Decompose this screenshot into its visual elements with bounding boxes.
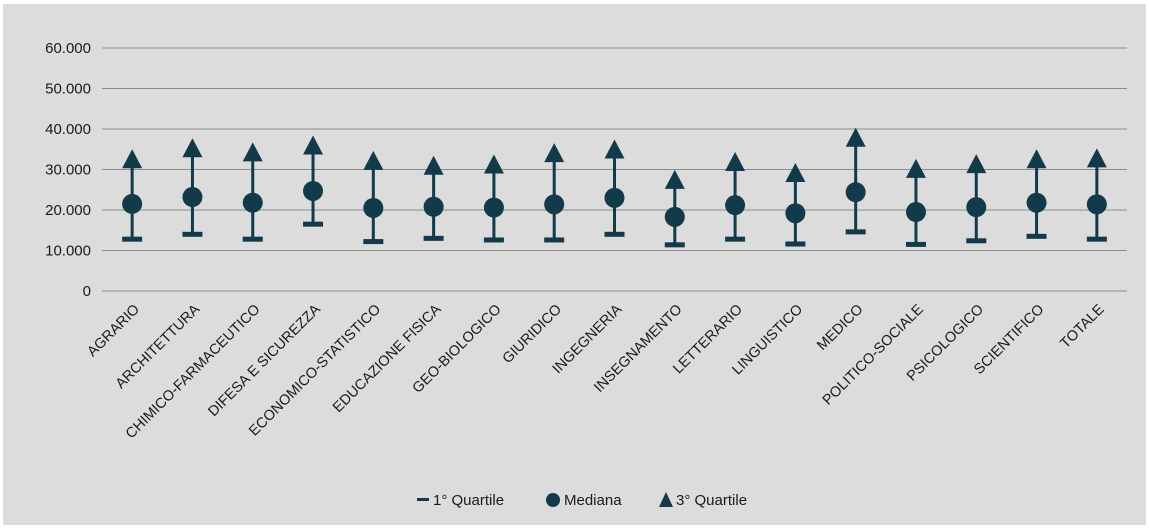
quartile-chart: 0 10.000 20.000 30.000 40.000 50.000 60.000 AG… <box>45 40 1127 509</box>
median-marker <box>483 197 504 218</box>
q3-marker <box>363 150 384 170</box>
median-marker <box>303 180 324 201</box>
q1-marker <box>1086 236 1107 242</box>
chart-area: 0 10.000 20.000 30.000 40.000 50.000 60.000 AG… <box>3 4 1146 525</box>
q1-marker <box>785 241 806 247</box>
q1-marker <box>182 231 203 237</box>
q3-marker <box>1086 148 1107 168</box>
q1-marker <box>1026 233 1047 239</box>
median-marker <box>604 187 625 208</box>
q1-marker <box>845 229 866 235</box>
y-tick-label: 40.000 <box>45 121 91 138</box>
category-label: DIFESA E SICUREZZA <box>205 301 324 420</box>
q3-marker <box>423 155 444 175</box>
q1-marker <box>664 242 685 248</box>
q1-marker <box>905 241 926 247</box>
q1-marker <box>966 238 987 244</box>
median-marker <box>785 203 806 224</box>
q1-marker <box>303 221 324 227</box>
category-label: TOTALE <box>1057 301 1107 351</box>
y-tick-label: 10.000 <box>45 243 91 260</box>
q3-marker <box>725 152 746 172</box>
x-axis-labels: AGRARIOARCHITETTURACHIMICO-FARMACEUTICOD… <box>84 301 1108 442</box>
median-marker <box>905 202 926 223</box>
median-marker <box>845 182 866 203</box>
q1-marker <box>604 231 625 237</box>
y-tick-label: 50.000 <box>45 81 91 98</box>
q3-marker <box>664 169 685 189</box>
q3-marker <box>1026 149 1047 169</box>
y-tick-label: 0 <box>83 283 91 300</box>
category-label: GIURIDICO <box>500 302 565 367</box>
q3-marker <box>845 127 866 147</box>
q3-marker <box>604 139 625 159</box>
median-marker <box>122 193 143 214</box>
legend-marker-median <box>546 493 560 507</box>
q3-marker <box>242 142 263 162</box>
median-marker <box>1086 194 1107 215</box>
median-marker <box>664 206 685 227</box>
q3-marker <box>483 154 504 174</box>
q3-marker <box>785 162 806 182</box>
legend-label-q3: 3° Quartile <box>676 492 747 509</box>
legend-label-median: Mediana <box>564 492 622 509</box>
q1-marker <box>725 236 746 242</box>
q3-marker <box>122 149 143 169</box>
category-label: AGRARIO <box>84 302 143 361</box>
category-label: MEDICO <box>814 302 866 354</box>
y-tick-label: 30.000 <box>45 162 91 179</box>
q1-marker <box>242 236 263 242</box>
q3-marker <box>905 158 926 178</box>
q1-marker <box>483 237 504 243</box>
data-markers <box>122 127 1107 248</box>
y-tick-label: 60.000 <box>45 40 91 57</box>
y-tick-label: 20.000 <box>45 202 91 219</box>
q1-marker <box>122 236 143 242</box>
legend-marker-q1 <box>417 498 429 501</box>
median-marker <box>182 187 203 208</box>
y-axis-ticks: 0 10.000 20.000 30.000 40.000 50.000 60.000 <box>45 40 91 300</box>
legend-label-q1: 1° Quartile <box>433 492 504 509</box>
median-marker <box>544 194 565 215</box>
median-marker <box>423 196 444 217</box>
q1-marker <box>363 239 384 245</box>
q3-marker <box>303 135 324 155</box>
category-label: EDUCAZIONE FISICA <box>330 301 445 416</box>
category-label: POLITICO-SOCIALE <box>820 301 927 408</box>
legend-marker-q3 <box>659 492 673 507</box>
q1-marker <box>544 237 565 243</box>
median-marker <box>1026 192 1047 213</box>
median-marker <box>725 195 746 216</box>
legend: 1° Quartile Mediana 3° Quartile <box>417 492 747 509</box>
median-marker <box>363 197 384 218</box>
q3-marker <box>182 138 203 158</box>
q3-marker <box>966 154 987 174</box>
q1-marker <box>423 235 444 241</box>
median-marker <box>242 192 263 213</box>
q3-marker <box>544 143 565 163</box>
median-marker <box>966 197 987 218</box>
